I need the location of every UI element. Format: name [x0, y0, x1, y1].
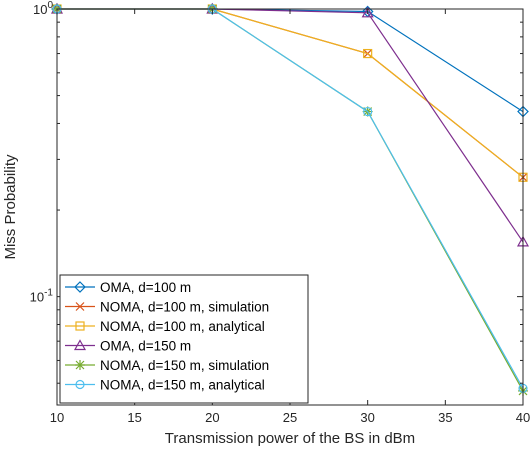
legend-label: NOMA, d=150 m, analytical [100, 378, 265, 393]
legend-marker [75, 360, 85, 370]
legend-item-5: NOMA, d=150 m, simulation [65, 358, 269, 373]
series-3-point-3 [363, 48, 373, 59]
x-tick-label: 40 [516, 410, 530, 425]
legend-item-6: NOMA, d=150 m, analytical [65, 378, 265, 393]
series-4-point-3 [361, 6, 374, 18]
legend-marker [75, 321, 85, 331]
legend-item-1: OMA, d=100 m [65, 280, 191, 295]
axes-layer: 10 15 20 25 30 35 40 100 10-1 [30, 0, 531, 425]
legend-label: NOMA, d=150 m, simulation [100, 358, 269, 373]
legend-label: NOMA, d=100 m, analytical [100, 319, 265, 334]
legend-marker [74, 281, 86, 293]
legend-label: OMA, d=100 m [100, 280, 191, 295]
x-axis-label: Transmission power of the BS in dBm [165, 430, 415, 447]
x-tick-label: 35 [438, 410, 452, 425]
x-tick-label: 15 [127, 410, 141, 425]
y-axis-label: Miss Probability [2, 154, 19, 260]
y-tick-label: 100 [33, 0, 53, 17]
y-tick-label: 10-1 [30, 288, 54, 305]
legend-label: OMA, d=150 m [100, 339, 191, 354]
series-6-point-3 [363, 106, 373, 117]
x-tick-label: 25 [283, 410, 297, 425]
legend-label: NOMA, d=100 m, simulation [100, 300, 269, 315]
legend: OMA, d=100 m NOMA, d=100 m, simulation NOM… [59, 274, 309, 404]
legend-item-4: OMA, d=150 m [65, 339, 191, 354]
legend-marker [73, 339, 87, 351]
legend-box [59, 274, 309, 404]
x-tick-label: 10 [50, 410, 64, 425]
legend-marker [75, 379, 85, 390]
x-tick-label: 20 [205, 410, 219, 425]
legend-item-2: NOMA, d=100 m, simulation [65, 300, 269, 315]
x-tick-label: 30 [360, 410, 374, 425]
legend-marker [75, 302, 85, 311]
legend-item-3: NOMA, d=100 m, analytical [65, 319, 265, 334]
